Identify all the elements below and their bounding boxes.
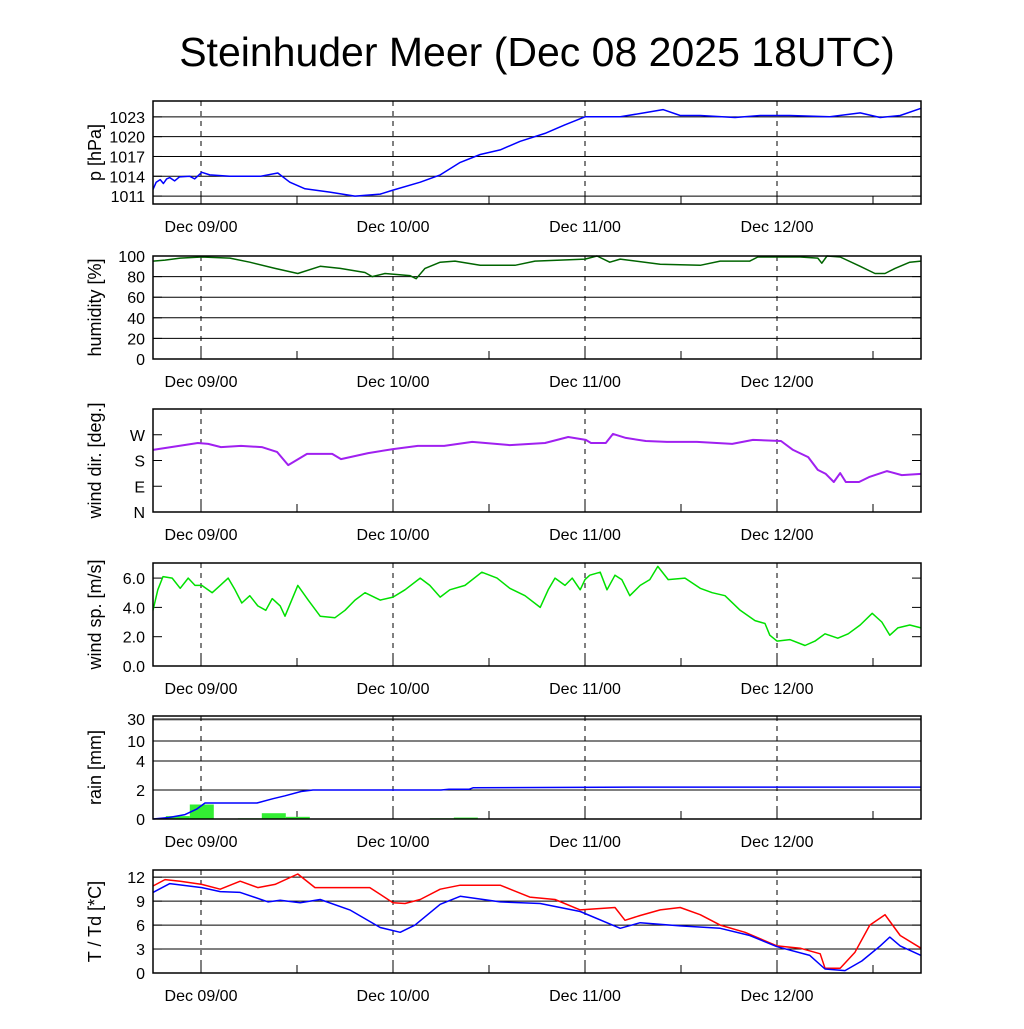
panel-humidity: 0 20 40 60 80 100 Dec 09/00 Dec 10/00 Dec 11/00 D… (85, 249, 922, 391)
y-tick-label: 60 (127, 290, 145, 307)
x-tick-label: Dec 11/00 (549, 681, 621, 698)
y-tick-label: 0 (136, 966, 145, 983)
y-tick-label: 6 (136, 918, 145, 935)
x-tick-label: Dec 12/00 (741, 374, 814, 391)
y-axis-label: p [hPa] (85, 124, 105, 181)
x-tick-label: Dec 10/00 (357, 527, 430, 544)
chart-title: Steinhuder Meer (Dec 08 2025 18UTC) (179, 29, 895, 75)
y-tick-label: S (134, 454, 145, 471)
y-tick-label: 1020 (109, 130, 145, 147)
y-tick-label: 40 (127, 311, 145, 328)
plot-frame (152, 100, 922, 205)
panel-rain: 0 2 4 10 30 Dec 09/00 Dec 10/00 Dec 11/00 Dec 12… (85, 712, 922, 851)
y-tick-label: 2 (136, 783, 145, 800)
panel-pressure: 1011 1014 1017 1020 1023 Dec 09/00 Dec 10/00 De… (85, 100, 922, 236)
y-tick-label: 80 (127, 270, 145, 287)
y-tick-label: 1023 (109, 110, 145, 127)
x-tick-label: Dec 09/00 (165, 988, 238, 1005)
y-tick-label: 2.0 (123, 630, 145, 647)
x-tick-label: Dec 11/00 (549, 834, 621, 851)
series-line-humidity (152, 255, 922, 280)
x-tick-label: Dec 12/00 (741, 219, 814, 236)
x-tick-label: Dec 09/00 (165, 681, 238, 698)
x-tick-label: Dec 11/00 (549, 374, 621, 391)
x-tick-label: Dec 12/00 (741, 681, 814, 698)
y-tick-label: W (130, 428, 146, 445)
plot-frame (152, 715, 922, 820)
y-tick-label: 0 (136, 812, 145, 829)
y-axis-label: wind dir. [deg.] (85, 402, 105, 519)
y-axis-label: humidity [%] (85, 258, 105, 356)
y-axis-label: wind sp. [m/s] (85, 559, 105, 670)
y-tick-label: 4 (136, 754, 145, 771)
y-tick-label: 9 (136, 894, 145, 911)
rain-bar (261, 813, 286, 819)
series-line-t (152, 873, 922, 969)
y-tick-label: 100 (118, 249, 145, 266)
y-tick-label: N (133, 505, 145, 522)
x-tick-label: Dec 09/00 (165, 527, 238, 544)
series-line-wind-direction (152, 432, 922, 483)
plot-frame (152, 408, 922, 513)
x-tick-label: Dec 12/00 (741, 834, 814, 851)
x-tick-label: Dec 12/00 (741, 988, 814, 1005)
x-tick-label: Dec 09/00 (165, 219, 238, 236)
x-tick-label: Dec 10/00 (357, 219, 430, 236)
y-tick-label: 12 (127, 870, 145, 887)
plot-frame (152, 562, 922, 667)
y-tick-label: 30 (127, 712, 145, 729)
x-tick-label: Dec 09/00 (165, 834, 238, 851)
series-line-td (152, 882, 922, 972)
x-tick-label: Dec 10/00 (357, 681, 430, 698)
y-tick-label: 4.0 (123, 600, 145, 617)
y-tick-label: 1011 (111, 189, 146, 206)
series-line-pressure (152, 107, 922, 197)
panel-temperature: 0 3 6 9 12 Dec 09/00 Dec 10/00 Dec 11/00 Dec 12/… (85, 869, 922, 1005)
series-line-accumulated-rain (152, 786, 921, 820)
series-line-wind-speed (152, 565, 922, 647)
y-tick-label: E (134, 479, 145, 496)
plot-frame (152, 869, 922, 974)
plot-frame (152, 255, 922, 360)
x-tick-label: Dec 11/00 (549, 219, 621, 236)
y-tick-label: 1017 (109, 149, 145, 166)
x-tick-label: Dec 09/00 (165, 374, 238, 391)
y-tick-label: 10 (127, 734, 145, 751)
y-tick-label: 0 (136, 352, 145, 369)
y-tick-label: 1014 (109, 169, 145, 186)
rain-bar (285, 816, 310, 819)
x-tick-label: Dec 12/00 (741, 527, 814, 544)
y-tick-label: 6.0 (123, 571, 145, 588)
x-tick-label: Dec 10/00 (357, 988, 430, 1005)
rain-bar (165, 816, 190, 819)
y-tick-label: 20 (127, 331, 145, 348)
y-tick-label: 0.0 (123, 659, 145, 676)
y-axis-label: T / Td [*C] (85, 881, 105, 962)
y-tick-label: 3 (136, 942, 145, 959)
x-tick-label: Dec 11/00 (549, 527, 621, 544)
x-tick-label: Dec 10/00 (357, 374, 430, 391)
x-tick-label: Dec 10/00 (357, 834, 430, 851)
x-tick-label: Dec 11/00 (549, 988, 621, 1005)
rain-bar (189, 804, 214, 819)
panel-wind_speed: 0.0 2.0 4.0 6.0 Dec 09/00 Dec 10/00 Dec 11/00 D… (85, 559, 922, 698)
y-axis-label: rain [mm] (85, 730, 105, 805)
